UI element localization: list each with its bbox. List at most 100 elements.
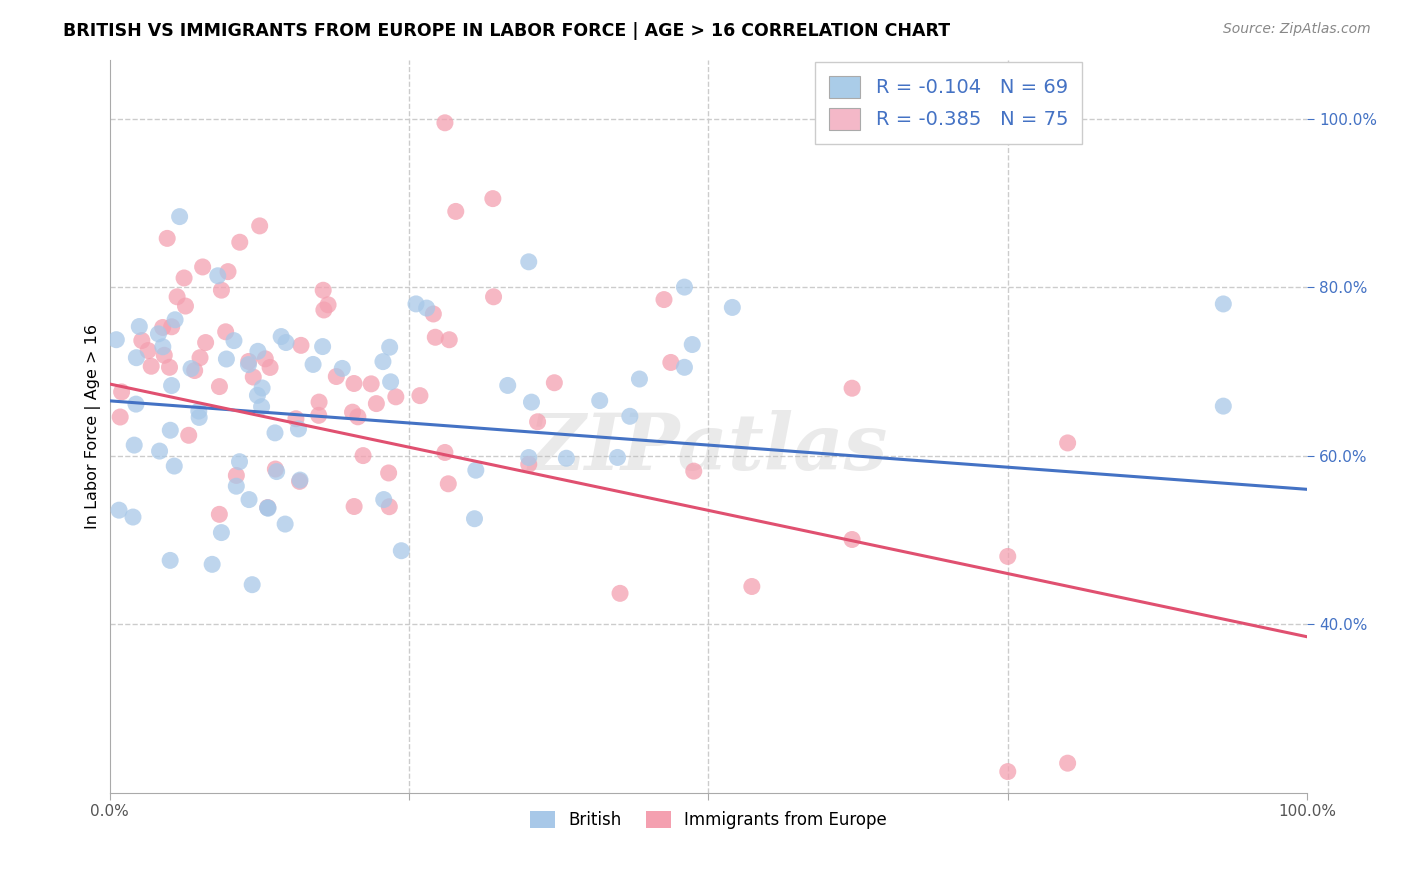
Point <box>1056 436 1078 450</box>
Point <box>201 558 224 572</box>
Point <box>238 492 260 507</box>
Point <box>225 468 247 483</box>
Point <box>997 549 1019 564</box>
Point <box>347 409 370 424</box>
Point <box>159 553 181 567</box>
Point <box>1056 756 1078 771</box>
Point <box>517 458 540 472</box>
Point <box>156 231 179 245</box>
Point <box>246 388 269 402</box>
Text: BRITISH VS IMMIGRANTS FROM EUROPE IN LABOR FORCE | AGE > 16 CORRELATION CHART: BRITISH VS IMMIGRANTS FROM EUROPE IN LAB… <box>63 22 950 40</box>
Point <box>673 360 696 375</box>
Point <box>209 283 232 297</box>
Point <box>659 355 682 369</box>
Point <box>1212 297 1234 311</box>
Point <box>191 260 214 274</box>
Point <box>589 393 612 408</box>
Point <box>316 298 339 312</box>
Point <box>207 268 229 283</box>
Point <box>422 307 444 321</box>
Point <box>128 319 150 334</box>
Point <box>380 375 402 389</box>
Point <box>136 343 159 358</box>
Point <box>841 381 863 395</box>
Legend: British, Immigrants from Europe: British, Immigrants from Europe <box>523 804 894 836</box>
Point <box>209 525 232 540</box>
Point <box>274 517 297 532</box>
Point <box>238 358 260 372</box>
Point <box>526 415 548 429</box>
Point <box>378 500 401 514</box>
Point <box>405 297 427 311</box>
Point <box>302 358 325 372</box>
Point <box>682 464 704 478</box>
Point <box>246 344 269 359</box>
Point <box>463 512 485 526</box>
Point <box>425 330 447 344</box>
Point <box>325 369 347 384</box>
Point <box>148 444 170 458</box>
Point <box>250 400 273 414</box>
Point <box>360 376 382 391</box>
Point <box>110 384 132 399</box>
Point <box>437 476 460 491</box>
Point <box>215 325 238 339</box>
Point <box>238 354 260 368</box>
Point <box>180 361 202 376</box>
Point <box>520 395 543 409</box>
Point <box>841 533 863 547</box>
Point <box>215 351 238 366</box>
Point <box>439 333 461 347</box>
Point <box>721 301 744 315</box>
Text: ZIPatlas: ZIPatlas <box>529 409 889 486</box>
Point <box>264 425 287 440</box>
Point <box>287 422 309 436</box>
Point <box>160 378 183 392</box>
Point <box>257 501 280 516</box>
Point <box>148 326 170 341</box>
Point <box>173 271 195 285</box>
Point <box>141 359 163 374</box>
Point <box>377 466 399 480</box>
Point <box>288 475 311 489</box>
Point <box>330 361 353 376</box>
Point <box>188 351 211 365</box>
Point <box>125 397 148 411</box>
Point <box>125 351 148 365</box>
Point <box>217 265 239 279</box>
Point <box>352 449 374 463</box>
Point <box>153 348 176 362</box>
Point <box>517 255 540 269</box>
Point <box>228 455 250 469</box>
Point <box>628 372 651 386</box>
Point <box>343 500 366 514</box>
Point <box>264 462 287 476</box>
Point <box>606 450 628 465</box>
Point <box>270 329 292 343</box>
Point <box>160 319 183 334</box>
Point <box>517 450 540 465</box>
Point <box>187 404 209 418</box>
Point <box>290 338 312 352</box>
Point <box>169 210 191 224</box>
Point <box>464 463 486 477</box>
Point <box>105 333 128 347</box>
Point <box>131 334 153 348</box>
Point <box>482 192 505 206</box>
Point <box>288 473 311 487</box>
Point <box>108 410 131 425</box>
Point <box>343 376 366 391</box>
Point <box>122 510 145 524</box>
Point <box>308 409 330 423</box>
Point <box>385 390 408 404</box>
Point <box>152 340 174 354</box>
Point <box>266 465 288 479</box>
Point <box>373 492 395 507</box>
Text: Source: ZipAtlas.com: Source: ZipAtlas.com <box>1223 22 1371 37</box>
Point <box>409 389 432 403</box>
Point <box>312 302 335 317</box>
Point <box>183 363 205 377</box>
Point <box>997 764 1019 779</box>
Point <box>259 360 281 375</box>
Point <box>444 204 467 219</box>
